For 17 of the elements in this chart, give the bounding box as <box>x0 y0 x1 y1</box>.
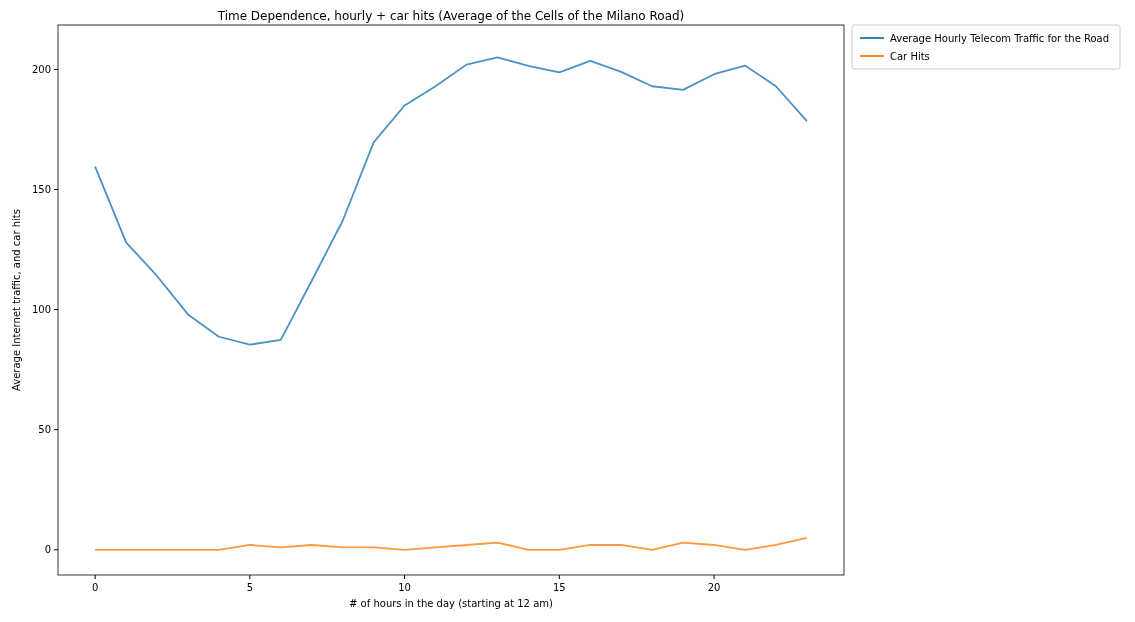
x-tick-label: 5 <box>246 582 254 593</box>
x-tick-label: 0 <box>91 582 99 593</box>
y-axis-title: Average Internet traffic, and car hits <box>11 209 22 391</box>
y-tick-label: 150 <box>31 184 51 196</box>
line-series <box>94 536 808 551</box>
x-axis-title: # of hours in the day (starting at 12 am) <box>349 598 554 609</box>
y-tick-label: 100 <box>31 304 51 316</box>
x-tick-label: 15 <box>552 582 566 593</box>
legend-label: Average Hourly Telecom Traffic for the Road <box>890 32 1110 44</box>
y-tick-label: 200 <box>31 63 51 75</box>
line-series <box>94 56 808 346</box>
y-tick-label: 0 <box>44 544 51 556</box>
x-tick-label: 20 <box>707 582 721 593</box>
legend-label: Car Hits <box>890 50 930 62</box>
x-tick-label: 10 <box>398 582 411 593</box>
chart-title: Time Dependence, hourly + car hits (Average of the Cells of the Milano Road) <box>216 9 685 23</box>
y-tick-label: 50 <box>38 424 51 436</box>
